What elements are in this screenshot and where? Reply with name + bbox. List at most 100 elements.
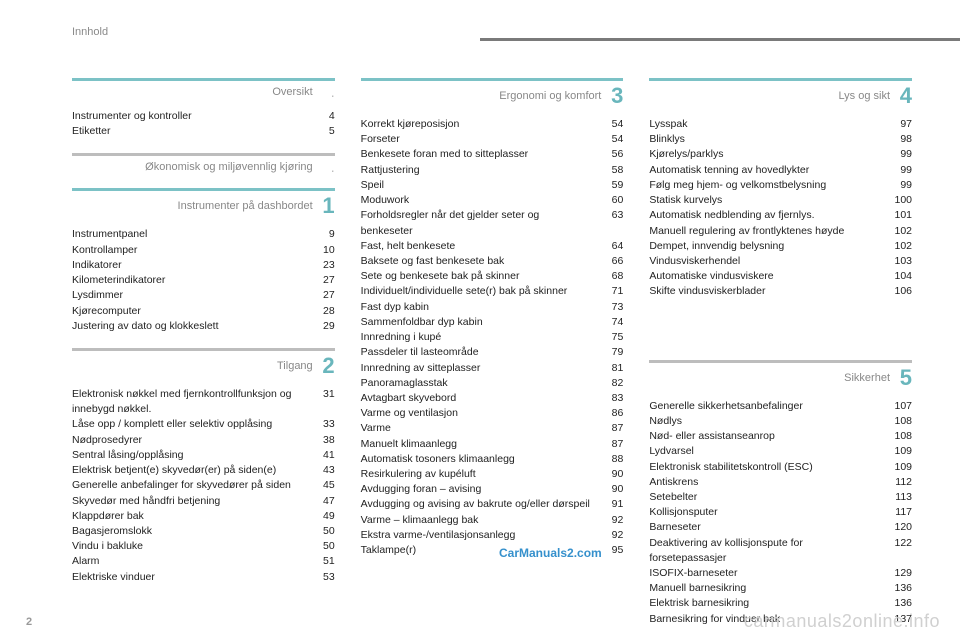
entry-label: Vindu i bakluke (72, 539, 309, 554)
entry-page: 29 (309, 319, 335, 334)
entry-page: 47 (309, 494, 335, 509)
toc-entry: Følg meg hjem- og velkomstbelysning99 (649, 178, 912, 193)
toc-entry: Innredning av sitteplasser81 (361, 361, 624, 376)
entry-page: 81 (597, 361, 623, 376)
entry-page: 9 (309, 227, 335, 242)
toc-entry: Varme87 (361, 421, 624, 436)
entry-page: 49 (309, 509, 335, 524)
entry-label: Moduwork (361, 193, 598, 208)
toc-entry: Elektronisk nøkkel med fjernkontrollfunk… (72, 387, 335, 417)
toc-entry: Varme og ventilasjon86 (361, 406, 624, 421)
entry-label: Ekstra varme-/ventilasjonsanlegg (361, 528, 598, 543)
section-dot: . (313, 160, 335, 174)
entry-label: Avdugging og avising av bakrute og/eller… (361, 497, 598, 512)
toc-entry: Generelle sikkerhetsanbefalinger107 (649, 399, 912, 414)
toc-entry: Forseter54 (361, 132, 624, 147)
entry-page: 100 (886, 193, 912, 208)
toc-section: Ergonomi og komfort3 Korrekt kjøreposisjo… (361, 78, 624, 558)
entry-page: 88 (597, 452, 623, 467)
entry-label: Skyvedør med håndfri betjening (72, 494, 309, 509)
toc-entry: Elektronisk stabilitetskontroll (ESC)109 (649, 460, 912, 475)
section-header: Ergonomi og komfort3 (361, 78, 624, 111)
section-title: Økonomisk og miljøvennlig kjøring (72, 161, 313, 173)
entry-label: Manuell regulering av frontlyktenes høyd… (649, 224, 886, 239)
toc-entry: Generelle anbefalinger for skyvedører på… (72, 478, 335, 493)
toc-entry: Rattjustering58 (361, 163, 624, 178)
toc-entry: Sammenfoldbar dyp kabin74 (361, 315, 624, 330)
section-header: Økonomisk og miljøvennlig kjøring. (72, 153, 335, 178)
toc-entry: Sentral låsing/opplåsing41 (72, 448, 335, 463)
entry-label: Avtagbart skyvebord (361, 391, 598, 406)
entry-page: 90 (597, 467, 623, 482)
toc-entry: Elektriske vinduer53 (72, 570, 335, 585)
toc-entry: Automatisk tosoners klimaanlegg88 (361, 452, 624, 467)
entry-page: 102 (886, 224, 912, 239)
entry-page: 112 (886, 475, 912, 490)
section-header: Instrumenter på dashbordet1 (72, 188, 335, 221)
toc-entry: Låse opp / komplett eller selektiv opplå… (72, 417, 335, 432)
entry-label: Forholdsregler når det gjelder seter og … (361, 208, 598, 238)
entry-label: Fast, helt benkesete (361, 239, 598, 254)
entry-page: 108 (886, 429, 912, 444)
entry-page: 113 (886, 490, 912, 505)
section-number: 1 (313, 195, 335, 217)
entry-page: 71 (597, 284, 623, 299)
section-title: Tilgang (72, 360, 313, 372)
entry-page: 106 (886, 284, 912, 299)
entry-label: Blinklys (649, 132, 886, 147)
entry-page: 83 (597, 391, 623, 406)
entry-page: 43 (309, 463, 335, 478)
toc-entry: Avtagbart skyvebord83 (361, 391, 624, 406)
toc-entry: Benkesete foran med to sitteplasser56 (361, 147, 624, 162)
section-header: Oversikt. (72, 78, 335, 103)
entry-label: Vindusviskerhendel (649, 254, 886, 269)
section-title: Instrumenter på dashbordet (72, 200, 313, 212)
toc-entry: Korrekt kjøreposisjon54 (361, 117, 624, 132)
entry-page: 68 (597, 269, 623, 284)
toc-entry: Instrumentpanel9 (72, 227, 335, 242)
toc-entry: Bagasjeromslokk50 (72, 524, 335, 539)
toc-columns: Oversikt.Instrumenter og kontroller4Etik… (72, 78, 912, 641)
entry-label: Sentral låsing/opplåsing (72, 448, 309, 463)
entry-label: Instrumenter og kontroller (72, 109, 309, 124)
entry-label: Kilometerindikatorer (72, 273, 309, 288)
entry-page: 74 (597, 315, 623, 330)
entry-label: Følg meg hjem- og velkomstbelysning (649, 178, 886, 193)
entry-label: Nødlys (649, 414, 886, 429)
entry-page: 107 (886, 399, 912, 414)
entry-label: Antiskrens (649, 475, 886, 490)
entry-label: Elektrisk barnesikring (649, 596, 886, 611)
toc-entry: Vindu i bakluke50 (72, 539, 335, 554)
entry-label: Speil (361, 178, 598, 193)
toc-entry: Lydvarsel109 (649, 444, 912, 459)
toc-entry: Barneseter120 (649, 520, 912, 535)
toc-entry: Klappdører bak49 (72, 509, 335, 524)
entry-page: 66 (597, 254, 623, 269)
entry-label: Benkesete foran med to sitteplasser (361, 147, 598, 162)
entry-page: 136 (886, 596, 912, 611)
entry-page: 54 (597, 132, 623, 147)
entry-label: Rattjustering (361, 163, 598, 178)
toc-section: Lys og sikt4Lysspak97Blinklys98Kjørelys/… (649, 78, 912, 300)
entry-label: Forseter (361, 132, 598, 147)
toc-entry: Kontrollamper10 (72, 243, 335, 258)
entry-label: Statisk kurvelys (649, 193, 886, 208)
entry-page: 27 (309, 288, 335, 303)
entry-label: Individuelt/individuelle sete(r) bak på … (361, 284, 598, 299)
toc-entry: Setebelter113 (649, 490, 912, 505)
entry-label: Sete og benkesete bak på skinner (361, 269, 598, 284)
entry-label: Indikatorer (72, 258, 309, 273)
entry-page: 97 (886, 117, 912, 132)
toc-entry: Indikatorer23 (72, 258, 335, 273)
toc-entry: Kjørecomputer28 (72, 304, 335, 319)
toc-entry: Kjørelys/parklys99 (649, 147, 912, 162)
entry-label: Lysspak (649, 117, 886, 132)
entry-label: Kollisjonsputer (649, 505, 886, 520)
entry-page: 56 (597, 147, 623, 162)
entry-page: 87 (597, 437, 623, 452)
toc-entry: Deaktivering av kollisjonspute for forse… (649, 536, 912, 566)
entry-label: Elektronisk stabilitetskontroll (ESC) (649, 460, 886, 475)
toc-entry: Innredning i kupé75 (361, 330, 624, 345)
toc-entry: Nød- eller assistanseanrop108 (649, 429, 912, 444)
section-number: 4 (890, 85, 912, 107)
